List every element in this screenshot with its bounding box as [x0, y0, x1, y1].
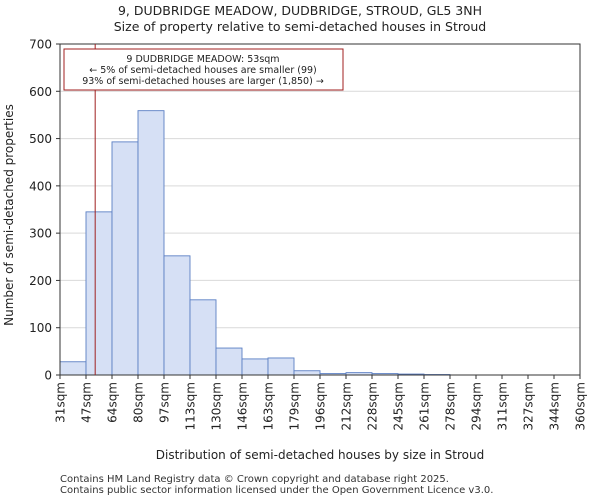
bar-6 [215, 347, 243, 376]
x-tick-label-6: 130sqm [210, 382, 224, 430]
x-axis-ticks: 31sqm 47sqm 64sqm 80sqm 97sqm 113sqm 130sqm 146… [54, 375, 588, 430]
annotation-rect [63, 48, 344, 91]
bars [59, 110, 451, 376]
footer: Contains HM Land Registry data © Crown c… [60, 474, 493, 496]
chart-title-line2: Size of property relative to semi-detach… [114, 19, 486, 34]
x-tick-label-9: 179sqm [288, 382, 302, 430]
bar-3 [137, 110, 165, 376]
x-tick-label-10: 196sqm [314, 382, 328, 430]
y-tick-label-6: 600 [29, 85, 52, 99]
x-tick-label-8: 163sqm [262, 382, 276, 430]
x-tick-label-17: 311sqm [496, 382, 510, 430]
bar-1 [85, 211, 113, 376]
plot-frame [59, 43, 581, 376]
annotation-line1: 9 DUDBRIDGE MEADOW: 53sqm [126, 54, 279, 65]
x-tick-label-2: 64sqm [106, 382, 120, 423]
y-tick-label-2: 200 [29, 274, 52, 288]
footer-line2: Contains public sector information licen… [60, 485, 494, 496]
y-axis-ticks: 0 100 200 300 400 500 600 700 [29, 38, 60, 383]
x-tick-label-20: 360sqm [574, 382, 588, 430]
annotation-line3: 93% of semi-detached houses are larger (… [82, 76, 324, 87]
x-tick-label-4: 97sqm [158, 382, 172, 423]
annotation-line2: ← 5% of semi-detached houses are smaller… [89, 65, 317, 76]
y-tick-label-7: 700 [29, 38, 52, 52]
bar-5 [189, 299, 217, 376]
x-tick-label-3: 80sqm [132, 382, 146, 423]
x-tick-label-13: 245sqm [392, 382, 406, 430]
x-axis-label: Distribution of semi-detached houses by … [156, 448, 484, 462]
bar-2 [111, 141, 139, 376]
bar-7 [241, 358, 269, 376]
y-tick-label-0: 0 [44, 369, 52, 383]
x-tick-label-16: 294sqm [470, 382, 484, 430]
x-tick-label-1: 47sqm [80, 382, 94, 423]
y-axis-label: Number of semi-detached properties [2, 104, 16, 326]
x-tick-label-11: 212sqm [340, 382, 354, 430]
y-tick-label-1: 100 [29, 321, 52, 335]
x-tick-label-7: 146sqm [236, 382, 250, 430]
footer-line1: Contains HM Land Registry data © Crown c… [60, 474, 449, 485]
x-tick-label-0: 31sqm [54, 382, 68, 423]
bar-4 [163, 255, 191, 376]
x-tick-label-15: 278sqm [444, 382, 458, 430]
y-tick-label-4: 400 [29, 179, 52, 193]
annotation-box: 9 DUDBRIDGE MEADOW: 53sqm ← 5% of semi-d… [63, 48, 344, 91]
y-tick-label-3: 300 [29, 227, 52, 241]
x-tick-label-14: 261sqm [418, 382, 432, 430]
x-tick-label-19: 344sqm [548, 382, 562, 430]
y-tick-label-5: 500 [29, 132, 52, 146]
chart-title-line1: 9, DUDBRIDGE MEADOW, DUDBRIDGE, STROUD, … [118, 3, 482, 18]
x-tick-label-12: 228sqm [366, 382, 380, 430]
x-tick-label-18: 327sqm [522, 382, 536, 430]
x-tick-label-5: 113sqm [184, 382, 198, 430]
bar-0 [59, 361, 87, 376]
bar-9 [293, 370, 321, 376]
bar-8 [267, 357, 295, 376]
